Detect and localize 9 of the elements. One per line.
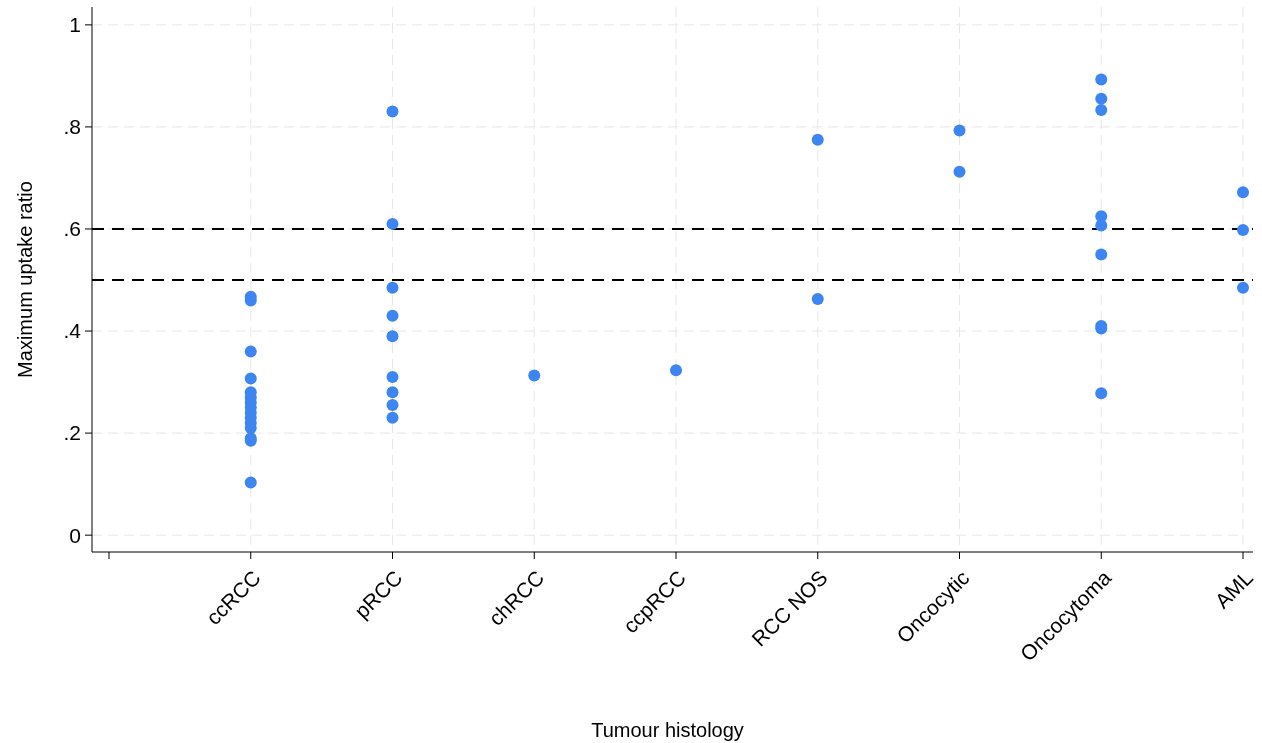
y-axis-title: Maximum uptake ratio — [14, 181, 36, 378]
y-tick-label: .4 — [63, 319, 82, 343]
x-axis-title: Tumour histology — [591, 719, 744, 741]
y-tick-label: 1 — [69, 13, 81, 37]
y-tick-label: .8 — [63, 115, 81, 139]
y-tick-label: .6 — [63, 217, 81, 241]
y-tick-label: .2 — [63, 421, 81, 445]
x-tick-label: AML — [1210, 565, 1258, 613]
y-tick-label: 0 — [69, 523, 81, 547]
